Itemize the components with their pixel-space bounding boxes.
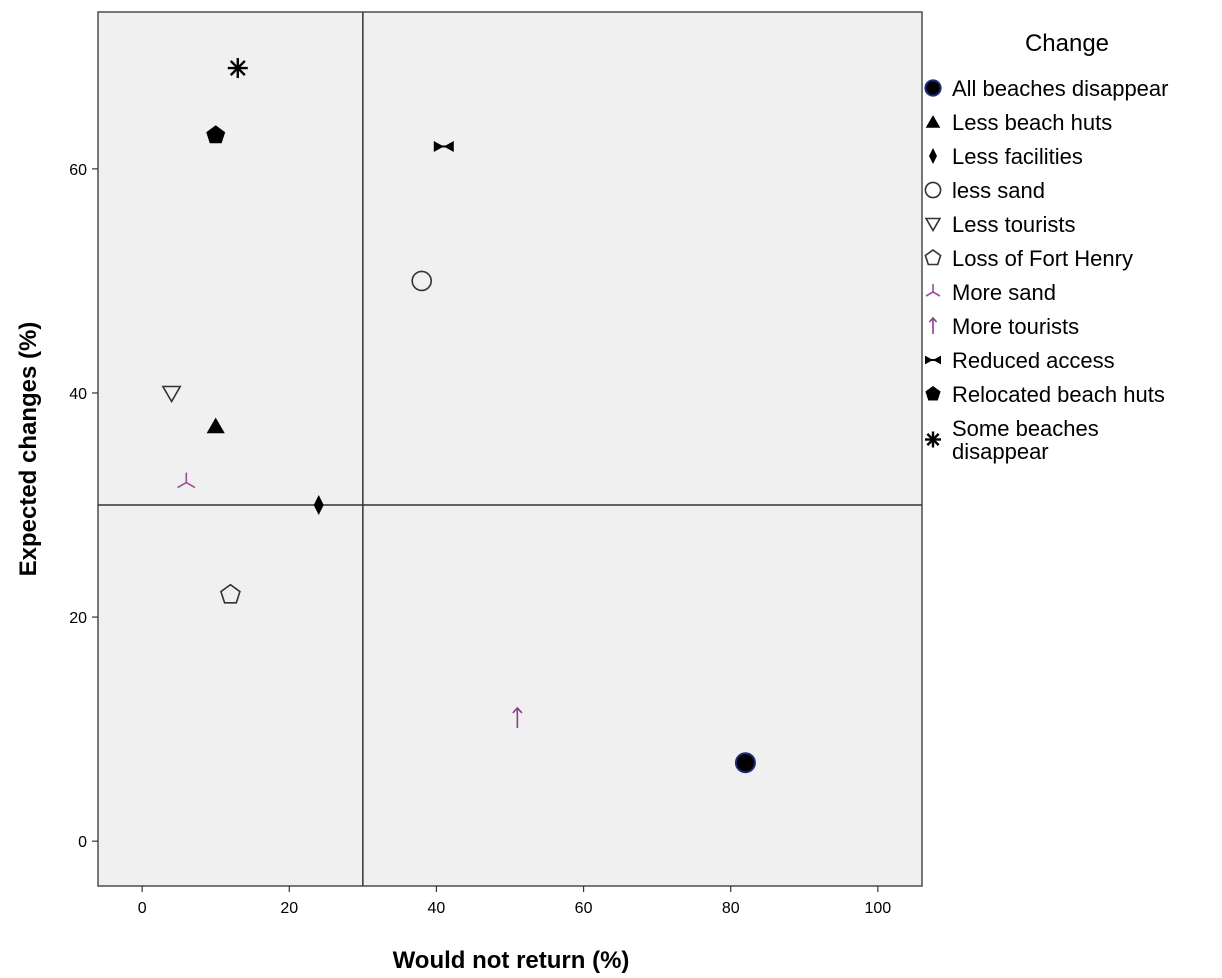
point-less-sand xyxy=(411,270,433,292)
point-less-facilities xyxy=(313,495,324,516)
legend-label: Less tourists xyxy=(952,212,1076,237)
point-more-sand xyxy=(177,472,196,489)
legend-item-relocated-beach-huts: Relocated beach huts xyxy=(925,382,1165,407)
point-reduced-access xyxy=(433,140,454,152)
legend-marker xyxy=(924,217,942,233)
legend-label: Some beaches disappear xyxy=(952,416,1099,464)
legend-item-all-beaches-disappear: All beaches disappear xyxy=(924,76,1168,101)
legend: Change All beaches disappear Less beach h… xyxy=(924,30,1168,464)
point-less-tourists xyxy=(161,385,182,404)
legend-item-loss-of-fort-henry: Loss of Fort Henry xyxy=(924,246,1133,271)
y-tick-label: 40 xyxy=(69,386,87,403)
legend-label: More tourists xyxy=(952,314,1079,339)
legend-label: Relocated beach huts xyxy=(952,382,1165,407)
legend-label: Less facilities xyxy=(952,144,1083,169)
x-tick-label: 0 xyxy=(138,900,147,917)
legend-marker xyxy=(924,181,942,199)
x-tick-label: 60 xyxy=(575,900,593,917)
legend-label: All beaches disappear xyxy=(952,76,1168,101)
point-some-beaches-disappear xyxy=(227,58,248,79)
point-all-beaches-disappear xyxy=(734,752,756,774)
x-tick-label: 40 xyxy=(428,900,446,917)
legend-marker xyxy=(925,115,941,128)
legend-item-more-tourists: More tourists xyxy=(928,314,1079,339)
reference-lines xyxy=(98,12,922,886)
legend-marker xyxy=(924,79,942,97)
legend-label: Loss of Fort Henry xyxy=(952,246,1133,271)
legend-label: Reduced access xyxy=(952,348,1115,373)
legend-item-reduced-access: Reduced access xyxy=(925,348,1115,373)
y-tick-label: 20 xyxy=(69,610,87,627)
y-axis-title: Expected changes (%) xyxy=(15,322,42,577)
legend-title: Change xyxy=(1025,30,1109,57)
legend-item-less-facilities: Less facilities xyxy=(929,144,1083,169)
plot-area xyxy=(97,11,923,887)
x-tick-label: 20 xyxy=(280,900,298,917)
legend-item-more-sand: More sand xyxy=(925,280,1056,305)
legend-marker xyxy=(928,316,938,334)
axes: 0 20 40 60 80 100 0 20 40 60 xyxy=(69,162,891,917)
legend-marker xyxy=(925,284,941,297)
point-more-tourists xyxy=(512,706,523,728)
point-relocated-beach-huts xyxy=(206,125,226,144)
x-axis-title: Would not return (%) xyxy=(393,947,630,974)
y-tick-label: 0 xyxy=(78,834,87,851)
legend-marker xyxy=(925,431,941,448)
data-points xyxy=(161,58,756,774)
point-less-beach-huts xyxy=(206,417,225,434)
y-tick-label: 60 xyxy=(69,162,87,179)
point-loss-of-fort-henry xyxy=(219,583,241,604)
x-tick-label: 80 xyxy=(722,900,740,917)
legend-label: less sand xyxy=(952,178,1045,203)
legend-marker xyxy=(925,355,941,365)
legend-item-less-beach-huts: Less beach huts xyxy=(925,110,1112,135)
legend-item-some-beaches-disappear: Some beaches disappear xyxy=(925,416,1099,464)
legend-label: More sand xyxy=(952,280,1056,305)
legend-item-less-tourists: Less tourists xyxy=(924,212,1076,237)
legend-item-less-sand: less sand xyxy=(924,178,1045,203)
legend-label: Less beach huts xyxy=(952,110,1112,135)
x-tick-label: 100 xyxy=(865,900,892,917)
legend-marker xyxy=(924,249,942,266)
legend-marker xyxy=(925,386,941,401)
legend-marker xyxy=(929,148,937,164)
